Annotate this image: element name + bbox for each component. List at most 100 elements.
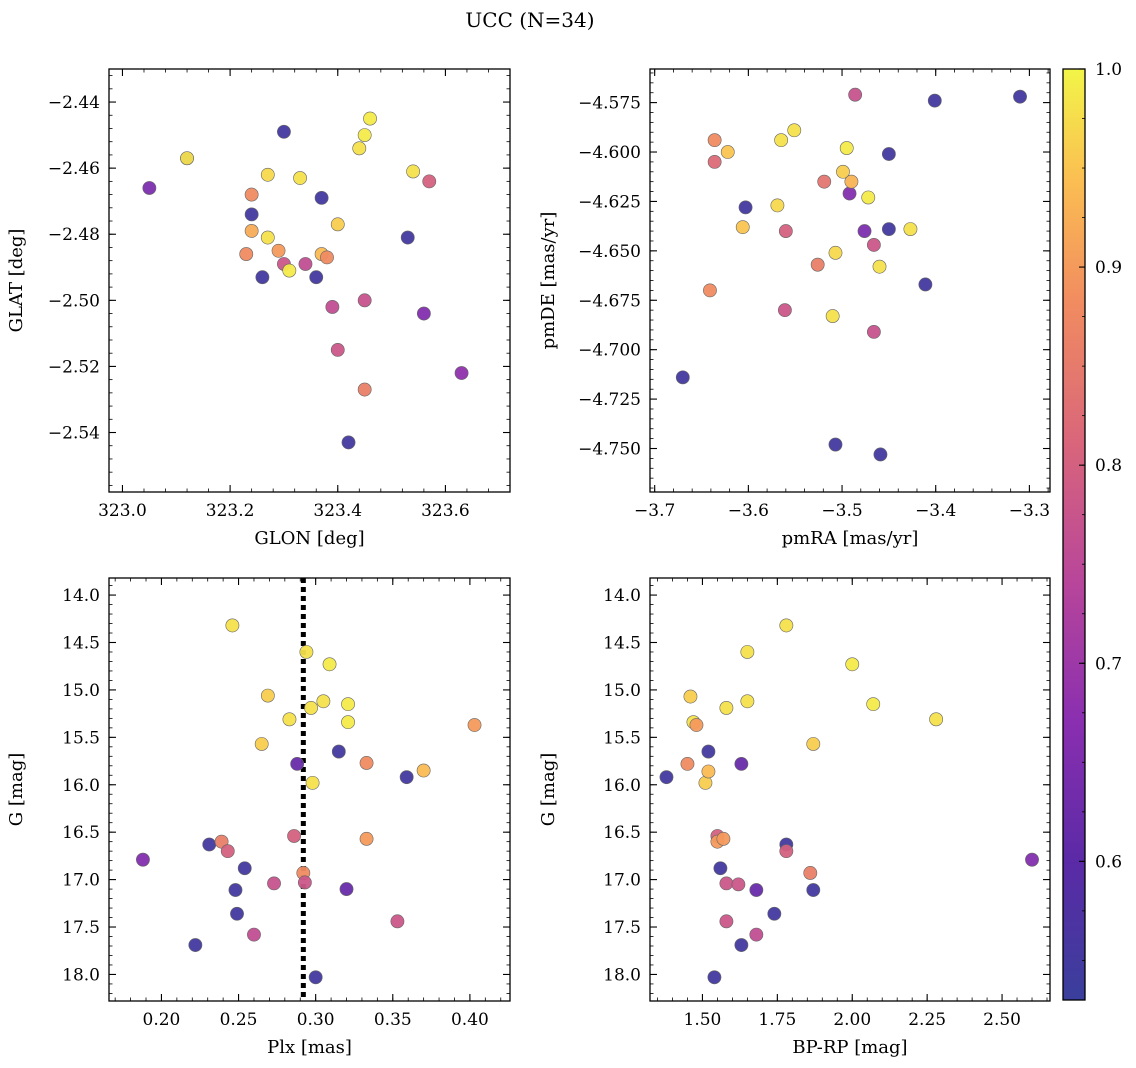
x-tick-label: 0.30 xyxy=(297,1010,335,1030)
scatter-point xyxy=(357,128,372,142)
scatter-point xyxy=(239,247,254,261)
plot-frame xyxy=(649,68,1051,493)
y-tick-label: 18.0 xyxy=(62,965,100,985)
scatter-point xyxy=(352,141,367,156)
scatter-point xyxy=(749,927,764,942)
scatter-point xyxy=(406,164,421,179)
y-tick-label: −4.625 xyxy=(578,192,641,212)
scatter-point xyxy=(330,342,345,357)
x-tick-label: 323.6 xyxy=(421,501,470,521)
y-tick-label: −2.52 xyxy=(48,357,100,377)
y-tick-label: −4.700 xyxy=(578,341,641,361)
scatter-point xyxy=(341,697,355,712)
scatter-point xyxy=(322,657,337,672)
panel-pmra-pmde: −3.7 −3.6 −3.5 −3.4 −3.3 −4.750 −4.725 −4.700 −4… xyxy=(538,68,1051,549)
scatter-point xyxy=(271,243,286,258)
scatter-point xyxy=(707,970,722,985)
scatter-point xyxy=(749,883,764,897)
scatter-point xyxy=(770,198,785,213)
scatter-point xyxy=(703,283,717,298)
scatter-point xyxy=(836,164,850,179)
x-tick-label: 323.0 xyxy=(98,501,147,521)
x-tick-label: 0.35 xyxy=(374,1010,412,1030)
colorbar-tick-label: 0.9 xyxy=(1095,258,1122,278)
scatter-point xyxy=(330,217,345,232)
scatter-point xyxy=(842,186,857,201)
scatter-point xyxy=(735,220,750,235)
colorbar-tick-label: 0.7 xyxy=(1095,654,1122,674)
scatter-point xyxy=(848,87,863,102)
scatter-point xyxy=(872,259,887,274)
scatter-point xyxy=(416,306,431,321)
colorbar-gradient xyxy=(1063,69,1085,1000)
colorbar-tick-label: 0.6 xyxy=(1095,852,1122,872)
y-tick-label: 15.0 xyxy=(603,681,641,701)
plot-frame xyxy=(108,68,511,493)
scatter-point xyxy=(918,277,933,292)
scatter-point xyxy=(680,756,695,771)
scatter-point xyxy=(202,837,217,852)
scatter-point xyxy=(142,181,157,195)
plot-frame xyxy=(108,577,511,1002)
scatter-point xyxy=(825,309,840,323)
scatter-point xyxy=(305,775,320,790)
y-tick-label: 14.0 xyxy=(62,586,100,606)
scatter-point xyxy=(927,93,942,108)
x-tick-label: 1.75 xyxy=(758,1010,796,1030)
scatter-point xyxy=(683,689,698,704)
scatter-point xyxy=(866,324,881,339)
scatter-point xyxy=(228,883,243,897)
scatter-point xyxy=(339,882,354,896)
scatter-point xyxy=(861,190,876,205)
y-axis-label: GLAT [deg] xyxy=(6,229,27,333)
scatter-point xyxy=(844,174,859,189)
y-tick-label: 16.0 xyxy=(603,776,641,796)
scatter-point xyxy=(260,167,275,182)
scatter-point xyxy=(857,224,872,238)
x-tick-label: −3.7 xyxy=(634,501,675,521)
scatter-point xyxy=(298,257,313,271)
scatter-point xyxy=(400,230,415,245)
scatter-point xyxy=(731,877,746,892)
scatter-point xyxy=(244,207,259,222)
scatter-point xyxy=(738,200,753,215)
scatter-point xyxy=(230,906,244,921)
scatter-point xyxy=(903,222,918,237)
x-tick-label: 1.50 xyxy=(684,1010,722,1030)
y-tick-label: 18.0 xyxy=(603,965,641,985)
scatter-point xyxy=(399,770,414,785)
scatter-point xyxy=(260,230,275,245)
scatter-point xyxy=(357,293,372,308)
x-tick-label: 0.25 xyxy=(220,1010,258,1030)
scatter-point xyxy=(316,694,331,709)
scatter-point xyxy=(220,844,235,859)
scatter-point xyxy=(873,447,888,462)
y-tick-label: −4.675 xyxy=(578,291,641,311)
y-tick-label: −4.600 xyxy=(578,143,641,163)
scatter-point xyxy=(254,737,269,751)
scatter-point xyxy=(357,382,372,397)
x-tick-label: 323.4 xyxy=(313,501,362,521)
scatter-point xyxy=(237,861,252,876)
scatter-point xyxy=(767,906,782,921)
scatter-point xyxy=(299,645,314,659)
scatter-point xyxy=(308,970,323,985)
y-tick-label: 15.5 xyxy=(62,728,100,748)
x-tick-label: 0.40 xyxy=(451,1010,489,1030)
scatter-point xyxy=(331,744,346,759)
scatter-point xyxy=(244,224,259,238)
y-tick-label: −2.46 xyxy=(48,159,100,179)
scatter-point xyxy=(929,712,944,727)
x-tick-label: 323.2 xyxy=(206,501,255,521)
scatter-point xyxy=(454,366,469,380)
scatter-point xyxy=(297,875,312,890)
colorbar: 0.6 0.7 0.8 0.9 1.0 xyxy=(1062,60,1122,1001)
scatter-point xyxy=(304,701,318,715)
scatter-point xyxy=(659,770,674,785)
x-tick-label: −3.3 xyxy=(1009,501,1050,521)
y-tick-label: 16.5 xyxy=(603,823,641,843)
y-tick-label: 17.0 xyxy=(62,871,100,891)
panel-glon-glat: 323.0 323.2 323.4 323.6 −2.54 −2.52 −2.50 −2.48… xyxy=(6,68,511,549)
scatter-point xyxy=(293,171,307,185)
